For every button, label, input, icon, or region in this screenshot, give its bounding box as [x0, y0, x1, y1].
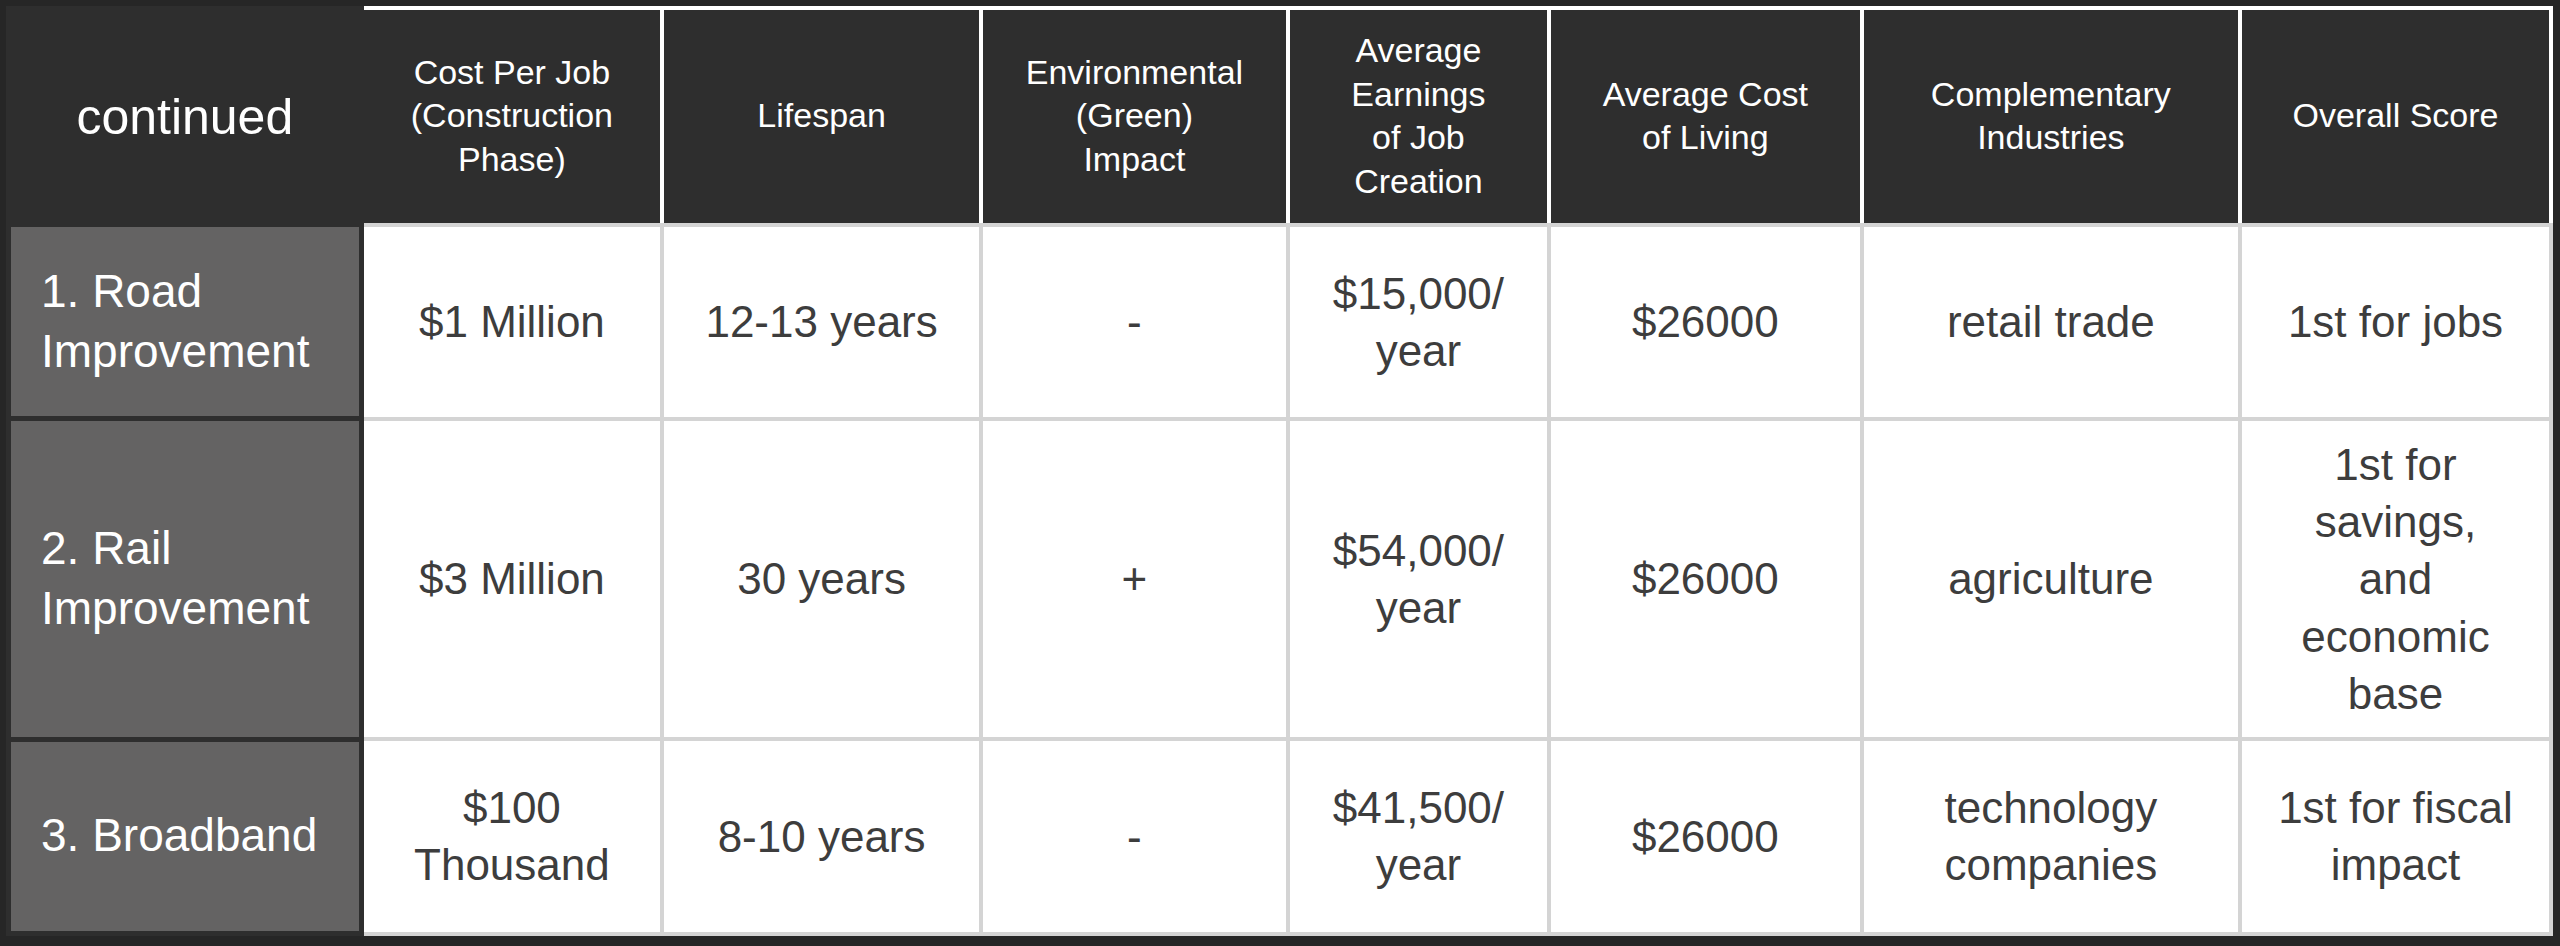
cell-rail-lifespan: 30 years: [662, 419, 981, 739]
cell-road-cost-per-job: $1 Million: [361, 225, 662, 419]
cell-broadband-environmental-impact: -: [981, 739, 1288, 933]
cell-road-environmental-impact: -: [981, 225, 1288, 419]
header-cell-average-earnings: Average Earnings of Job Creation: [1288, 9, 1549, 225]
cell-rail-cost-per-job: $3 Million: [361, 419, 662, 739]
header-cell-cost-per-job: Cost Per Job (Construction Phase): [361, 9, 662, 225]
row-label-road-improvement: 1. Road Improvement: [9, 225, 362, 419]
comparison-table-frame: continued Cost Per Job (Construction Pha…: [0, 0, 2560, 946]
header-cell-overall-score: Overall Score: [2240, 9, 2551, 225]
cell-rail-complementary-industries: agriculture: [1862, 419, 2240, 739]
cell-road-overall-score: 1st for jobs: [2240, 225, 2551, 419]
cell-broadband-average-earnings: $41,500/ year: [1288, 739, 1549, 933]
header-cell-continued: continued: [9, 9, 362, 225]
cell-rail-average-earnings: $54,000/ year: [1288, 419, 1549, 739]
header-cell-complementary-industries: Complementary Industries: [1862, 9, 2240, 225]
cell-road-complementary-industries: retail trade: [1862, 225, 2240, 419]
table-row-road-improvement: 1. Road Improvement $1 Million 12-13 yea…: [9, 225, 2552, 419]
cell-broadband-cost-of-living: $26000: [1549, 739, 1862, 933]
header-cell-lifespan: Lifespan: [662, 9, 981, 225]
cell-road-lifespan: 12-13 years: [662, 225, 981, 419]
cell-rail-cost-of-living: $26000: [1549, 419, 1862, 739]
cell-broadband-complementary-industries: technology companies: [1862, 739, 2240, 933]
header-row: continued Cost Per Job (Construction Pha…: [9, 9, 2552, 225]
cell-rail-environmental-impact: +: [981, 419, 1288, 739]
header-cell-average-cost-of-living: Average Cost of Living: [1549, 9, 1862, 225]
cell-rail-overall-score: 1st for savings, and economic base: [2240, 419, 2551, 739]
header-cell-environmental-impact: Environmental (Green) Impact: [981, 9, 1288, 225]
row-label-broadband: 3. Broadband: [9, 739, 362, 933]
table-row-broadband: 3. Broadband $100 Thousand 8-10 years - …: [9, 739, 2552, 933]
cell-broadband-lifespan: 8-10 years: [662, 739, 981, 933]
table-row-rail-improvement: 2. Rail Improvement $3 Million 30 years …: [9, 419, 2552, 739]
cell-broadband-cost-per-job: $100 Thousand: [361, 739, 662, 933]
cell-road-cost-of-living: $26000: [1549, 225, 1862, 419]
infrastructure-comparison-table: continued Cost Per Job (Construction Pha…: [6, 6, 2553, 936]
cell-broadband-overall-score: 1st for fiscal impact: [2240, 739, 2551, 933]
cell-road-average-earnings: $15,000/ year: [1288, 225, 1549, 419]
row-label-rail-improvement: 2. Rail Improvement: [9, 419, 362, 739]
